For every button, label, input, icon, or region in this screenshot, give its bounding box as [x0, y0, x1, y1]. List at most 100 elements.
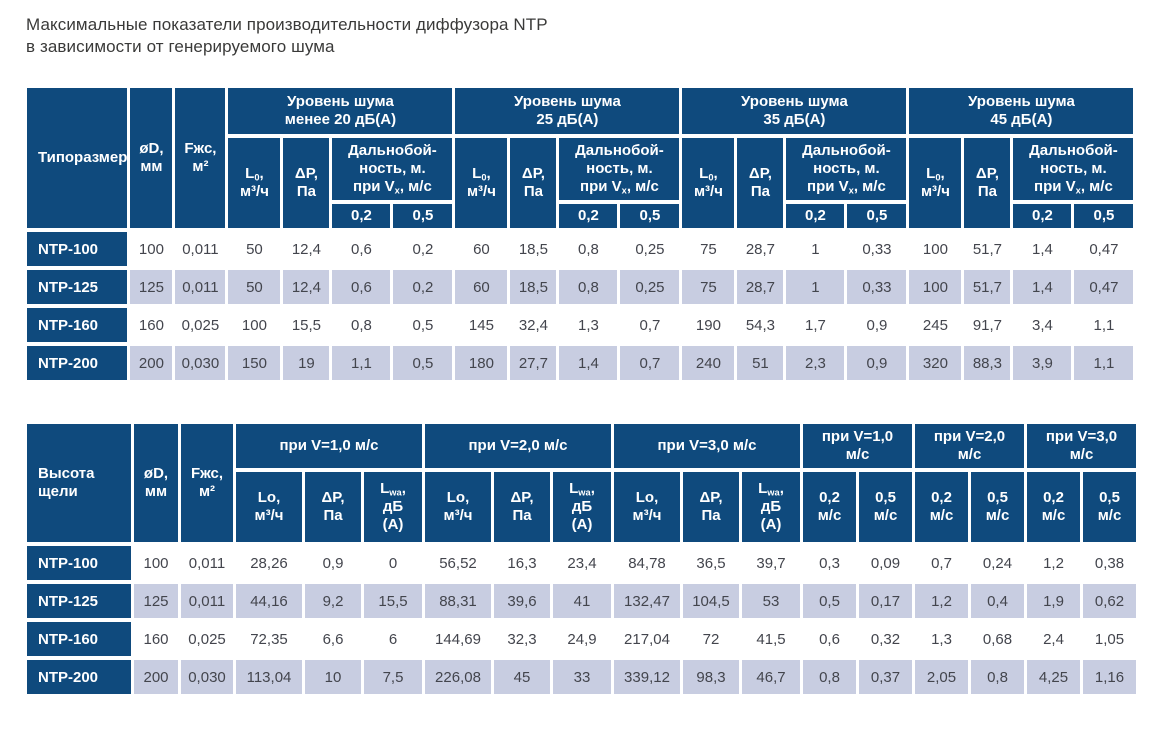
table-cell: 0,17	[859, 584, 912, 618]
table-cell: 1,2	[915, 584, 968, 618]
table-cell: 1,1	[332, 346, 391, 380]
table-cell: 41,5	[742, 622, 800, 656]
table-cell: 56,52	[425, 546, 491, 580]
table-cell: 41	[553, 584, 611, 618]
col-header-v05: 0,5	[393, 204, 453, 228]
noise-table-body: NTP-100 100 0,011 50 12,4 0,6 0,2 60 18,5 0,8 0,25…	[27, 232, 1134, 380]
table-cell: 0,68	[971, 622, 1024, 656]
table-cell: 1,4	[1013, 232, 1072, 266]
col-header-v05: 0,5 м/с	[859, 472, 912, 542]
table-cell: 0,7	[620, 308, 680, 342]
table-cell: 84,78	[614, 546, 680, 580]
table-cell: 1,2	[1027, 546, 1080, 580]
table-cell: 28,7	[737, 270, 784, 304]
table-cell: 0,47	[1074, 270, 1134, 304]
col-header-throw-range: Дальнобой-ность, м. при Vx, м/с	[1013, 138, 1134, 200]
table-cell: 0,25	[620, 232, 680, 266]
table-cell: 0,38	[1083, 546, 1136, 580]
row-label: NTP-100	[27, 232, 128, 266]
table-cell: 100	[909, 232, 962, 266]
table-cell: 28,26	[236, 546, 302, 580]
table-cell: 180	[455, 346, 508, 380]
table-cell: 0,09	[859, 546, 912, 580]
table-cell: 12,4	[283, 232, 330, 266]
table-cell: 226,08	[425, 660, 491, 694]
group-header-v2: при V=2,0 м/с	[425, 424, 611, 468]
table-cell: 6	[364, 622, 422, 656]
table-cell: 1,1	[1074, 308, 1134, 342]
table-cell: 0,8	[559, 232, 618, 266]
table-cell: 0,011	[181, 584, 233, 618]
table-cell: 12,4	[283, 270, 330, 304]
col-header-v02: 0,2	[1013, 204, 1072, 228]
table-cell: 9,2	[305, 584, 361, 618]
table-cell: 1,9	[1027, 584, 1080, 618]
table-cell: 54,3	[737, 308, 784, 342]
table-cell: 4,25	[1027, 660, 1080, 694]
col-header-pressure-dp: ΔP, Па	[283, 138, 330, 228]
noise-table-header: Типоразмер øD, мм Fжс, м² Уровень шума мене…	[27, 88, 1134, 228]
table-row: NTP-200 200 0,030 150 19 1,1 0,5 180 27,7 1,4 0,7 2…	[27, 346, 1134, 380]
col-header-airflow-l0: L0, м³/ч	[228, 138, 281, 228]
table-cell: 132,47	[614, 584, 680, 618]
table-cell: 0,8	[971, 660, 1024, 694]
table-cell: 0	[364, 546, 422, 580]
col-header-v02: 0,2 м/с	[803, 472, 856, 542]
table-cell: 0,47	[1074, 232, 1134, 266]
table-cell: 2,4	[1027, 622, 1080, 656]
noise-performance-table: Типоразмер øD, мм Fжс, м² Уровень шума мене…	[24, 84, 1136, 384]
table-row: NTP-160 160 0,025 72,35 6,6 6 144,69 32,3 24,9 21…	[27, 622, 1136, 656]
table-cell: 6,6	[305, 622, 361, 656]
col-header-throw-range: Дальнобой-ность, м. при Vx, м/с	[332, 138, 453, 200]
table-cell: 100	[228, 308, 281, 342]
row-label: NTP-100	[27, 546, 131, 580]
table-cell: 3,9	[1013, 346, 1072, 380]
table-cell: 46,7	[742, 660, 800, 694]
group-header-noise-25dba: Уровень шума 25 дБ(А)	[455, 88, 680, 134]
col-header-noise-lwa: Lwa, дБ (А)	[742, 472, 800, 542]
table-cell: 1,05	[1083, 622, 1136, 656]
table-cell: 160	[130, 308, 173, 342]
table-row: NTP-160 160 0,025 100 15,5 0,8 0,5 145 32,4 1,3 0,…	[27, 308, 1134, 342]
group-header-noise-45dba: Уровень шума 45 дБ(А)	[909, 88, 1134, 134]
table-cell: 33	[553, 660, 611, 694]
row-label: NTP-200	[27, 346, 128, 380]
table-cell: 1,3	[915, 622, 968, 656]
table-cell: 2,3	[786, 346, 845, 380]
col-header-v05: 0,5 м/с	[971, 472, 1024, 542]
velocity-performance-table: Высота щели øD, мм Fжс, м² при V=1,0 м/с пр…	[24, 420, 1139, 698]
table-cell: 100	[909, 270, 962, 304]
col-header-airflow-l0: L0, м³/ч	[455, 138, 508, 228]
col-header-noise-lwa: Lwa, дБ (А)	[364, 472, 422, 542]
table-cell: 50	[228, 270, 281, 304]
table-cell: 0,32	[859, 622, 912, 656]
col-header-airflow-lo: Lo, м³/ч	[236, 472, 302, 542]
table-cell: 200	[130, 346, 173, 380]
table-cell: 32,3	[494, 622, 550, 656]
row-label: NTP-200	[27, 660, 131, 694]
col-header-pressure-dp: ΔP, Па	[964, 138, 1011, 228]
table-cell: 100	[134, 546, 178, 580]
col-header-v05: 0,5	[847, 204, 907, 228]
table-cell: 32,4	[510, 308, 557, 342]
velocity-table-header: Высота щели øD, мм Fжс, м² при V=1,0 м/с пр…	[27, 424, 1136, 542]
col-header-v05: 0,5	[620, 204, 680, 228]
col-header-v02: 0,2 м/с	[915, 472, 968, 542]
table-cell: 10	[305, 660, 361, 694]
col-header-diameter: øD, мм	[134, 424, 178, 542]
table-cell: 39,6	[494, 584, 550, 618]
page-title: Максимальные показатели производительнос…	[26, 14, 1144, 58]
table-row: NTP-200 200 0,030 113,04 10 7,5 226,08 45 33 339,…	[27, 660, 1136, 694]
table-cell: 18,5	[510, 270, 557, 304]
table-row: NTP-125 125 0,011 44,16 9,2 15,5 88,31 39,6 41 13…	[27, 584, 1136, 618]
table-cell: 28,7	[737, 232, 784, 266]
table-cell: 91,7	[964, 308, 1011, 342]
group-header-range-v3: при V=3,0 м/с	[1027, 424, 1136, 468]
table-row: NTP-125 125 0,011 50 12,4 0,6 0,2 60 18,5 0,8 0,25…	[27, 270, 1134, 304]
table-row: NTP-100 100 0,011 28,26 0,9 0 56,52 16,3 23,4 84,…	[27, 546, 1136, 580]
table-cell: 0,2	[393, 232, 453, 266]
table-cell: 0,8	[559, 270, 618, 304]
table-row: NTP-100 100 0,011 50 12,4 0,6 0,2 60 18,5 0,8 0,25…	[27, 232, 1134, 266]
table-cell: 125	[130, 270, 173, 304]
col-header-airflow-l0: L0, м³/ч	[682, 138, 735, 228]
